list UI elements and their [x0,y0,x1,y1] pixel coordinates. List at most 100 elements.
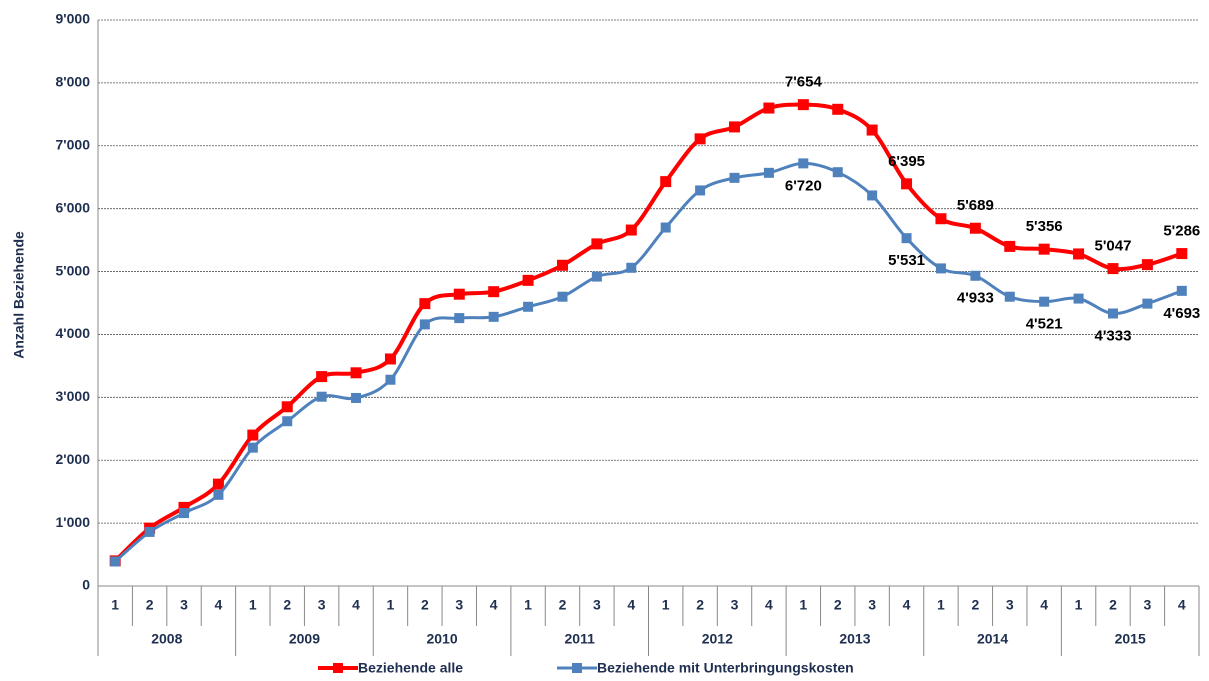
marker [660,222,671,233]
data-label: 4'693 [1163,305,1200,322]
x-tick-label: 1 [799,597,807,613]
y-tick-label: 8'000 [56,74,91,90]
marker [350,367,362,379]
marker [832,167,843,178]
marker [453,288,465,300]
marker [1039,296,1050,307]
x-tick-label: 2 [1109,597,1117,613]
marker [798,158,809,169]
y-tick-label: 9'000 [56,11,91,27]
marker [316,391,327,402]
x-tick-label: 3 [868,597,876,613]
data-label: 6'395 [888,153,925,170]
marker [763,167,774,178]
marker [282,416,293,427]
x-tick-label: 4 [627,597,635,613]
marker [660,176,672,188]
year-label: 2011 [565,631,596,647]
legend-label: Beziehende mit Unterbringungskosten [597,660,854,676]
marker [626,262,637,273]
marker [316,371,328,383]
x-tick-label: 4 [765,597,773,613]
legend-label: Beziehende alle [358,660,463,676]
x-tick-label: 4 [215,597,223,613]
marker [1004,291,1015,302]
data-label: 5'047 [1095,238,1132,255]
marker [213,489,224,500]
marker [385,374,396,385]
marker [901,233,912,244]
marker [419,319,430,330]
y-axis-title: Anzahl Beziehende [11,231,27,359]
marker [419,298,431,310]
x-tick-label: 3 [593,597,601,613]
data-label: 4'333 [1095,327,1132,344]
marker [384,353,396,365]
data-label: 6'720 [785,177,822,194]
series-line [113,102,1183,563]
marker [729,121,741,133]
data-label: 5'689 [957,197,994,214]
x-tick-label: 1 [387,597,395,613]
marker [144,526,155,537]
x-tick-label: 1 [662,597,670,613]
marker [935,213,947,225]
marker [1176,285,1187,296]
marker [179,508,190,519]
x-tick-label: 2 [834,597,842,613]
x-tick-label: 2 [696,597,704,613]
data-label: 4'933 [957,290,994,307]
marker [247,442,258,453]
x-tick-label: 3 [318,597,326,613]
marker [797,99,809,111]
year-label: 2012 [702,631,733,647]
year-label: 2009 [289,631,320,647]
x-tick-label: 4 [1040,597,1048,613]
marker [1038,243,1050,255]
marker [281,401,293,413]
marker [901,178,913,190]
marker [866,124,878,136]
marker [110,556,121,567]
x-tick-label: 1 [249,597,257,613]
y-tick-label: 1'000 [56,514,91,530]
marker [591,238,603,250]
x-tick-label: 2 [421,597,429,613]
y-tick-label: 3'000 [56,388,91,404]
y-tick-label: 7'000 [56,136,91,152]
x-tick-label: 4 [352,597,360,613]
y-tick-label: 5'000 [56,262,91,278]
marker [1141,259,1153,271]
marker [1004,240,1016,252]
data-label: 5'286 [1163,223,1200,240]
y-tick-label: 4'000 [56,325,91,341]
x-tick-label: 3 [455,597,463,613]
year-label: 2008 [151,631,182,647]
x-tick-label: 1 [1075,597,1083,613]
marker [351,392,362,403]
marker [1107,263,1119,275]
marker [1107,308,1118,319]
marker [935,263,946,274]
marker [591,271,602,282]
x-tick-label: 1 [524,597,532,613]
marker [970,270,981,281]
marker [488,286,500,298]
marker [1073,293,1084,304]
x-tick-label: 4 [1178,597,1186,613]
year-label: 2010 [426,631,457,647]
x-tick-label: 3 [180,597,188,613]
y-tick-label: 0 [82,577,90,593]
marker [212,478,224,490]
legend-swatch-marker [333,663,343,673]
marker [557,291,568,302]
marker [763,102,775,114]
data-label: 5'531 [888,252,925,269]
x-tick-label: 3 [1006,597,1014,613]
marker [522,274,534,286]
marker [1073,248,1085,260]
marker [523,301,534,312]
x-tick-label: 2 [283,597,291,613]
marker [454,313,465,324]
